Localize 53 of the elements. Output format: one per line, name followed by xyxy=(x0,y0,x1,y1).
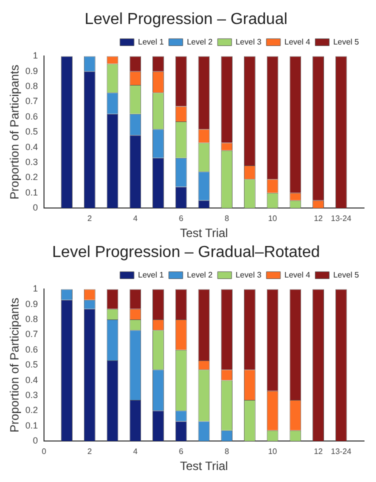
y-tick-label: 0.1 xyxy=(25,420,38,430)
legend-label: Level 5 xyxy=(333,37,360,46)
y-tick-label: 0.4 xyxy=(25,374,38,385)
x-tick-label: 13-24 xyxy=(330,214,352,224)
x-tick-label: 6 xyxy=(178,447,184,456)
x-tick-label: 2 xyxy=(87,214,92,224)
legend-label: Level 1 xyxy=(138,37,164,46)
y-tick-label: 0 xyxy=(32,202,38,212)
legend-label: Level 1 xyxy=(138,270,164,280)
x-tick-label: 4 xyxy=(133,447,138,456)
legend-label: Level 2 xyxy=(186,270,214,280)
y-tick-label: 0.2 xyxy=(25,172,38,182)
legend-label: Level 3 xyxy=(236,270,262,280)
y-tick-label: 0.7 xyxy=(25,329,38,340)
x-tick-label: 10 xyxy=(268,214,278,224)
y-tick-label: 0.7 xyxy=(25,96,38,106)
legend-label: Level 3 xyxy=(236,37,262,46)
x-tick-label: 2 xyxy=(87,447,92,456)
x-tick-label: 13-24 xyxy=(330,447,352,456)
legend-label: Level 5 xyxy=(333,270,360,280)
x-axis-title: Test Trial xyxy=(180,459,228,474)
y-tick-label: 0.2 xyxy=(25,405,38,416)
x-tick-label: 6 xyxy=(178,214,184,224)
y-tick-label: 0.5 xyxy=(25,360,38,370)
y-tick-label: 0.8 xyxy=(25,81,38,92)
y-tick-label: 0 xyxy=(32,435,38,446)
y-tick-label: 0.6 xyxy=(25,111,38,122)
chart-title: Level Progression – Gradual xyxy=(84,11,288,28)
y-tick-label: 0.5 xyxy=(25,126,38,137)
legend-label: Level 4 xyxy=(284,270,311,280)
y-tick-label: 0.1 xyxy=(25,187,38,198)
y-tick-label: 0.3 xyxy=(25,390,38,400)
y-axis-title: Proportion of Participants xyxy=(8,64,22,200)
legend-label: Level 2 xyxy=(186,37,214,46)
y-tick-label: 0.3 xyxy=(25,156,38,167)
x-tick-label: 8 xyxy=(224,447,230,456)
y-tick-label: 0.9 xyxy=(25,66,38,76)
y-tick-label: 1 xyxy=(32,284,38,294)
x-tick-label: 10 xyxy=(268,447,278,456)
x-tick-label: 0 xyxy=(42,447,47,456)
y-tick-label: 0.9 xyxy=(25,298,38,309)
x-tick-label: 8 xyxy=(224,214,230,224)
legend-label: Level 4 xyxy=(284,37,311,46)
y-tick-label: 0.4 xyxy=(25,142,38,152)
x-tick-label: 12 xyxy=(314,214,324,224)
chart-title: Level Progression – Gradual–Rotated xyxy=(52,244,320,262)
y-tick-label: 1 xyxy=(32,50,38,61)
x-axis-title: Test Trial xyxy=(180,226,228,240)
y-tick-label: 0.8 xyxy=(25,314,38,324)
y-axis-title: Proportion of Participants xyxy=(8,298,22,432)
x-tick-label: 12 xyxy=(314,447,324,456)
x-tick-label: 4 xyxy=(133,214,138,224)
y-tick-label: 0.6 xyxy=(25,344,38,354)
